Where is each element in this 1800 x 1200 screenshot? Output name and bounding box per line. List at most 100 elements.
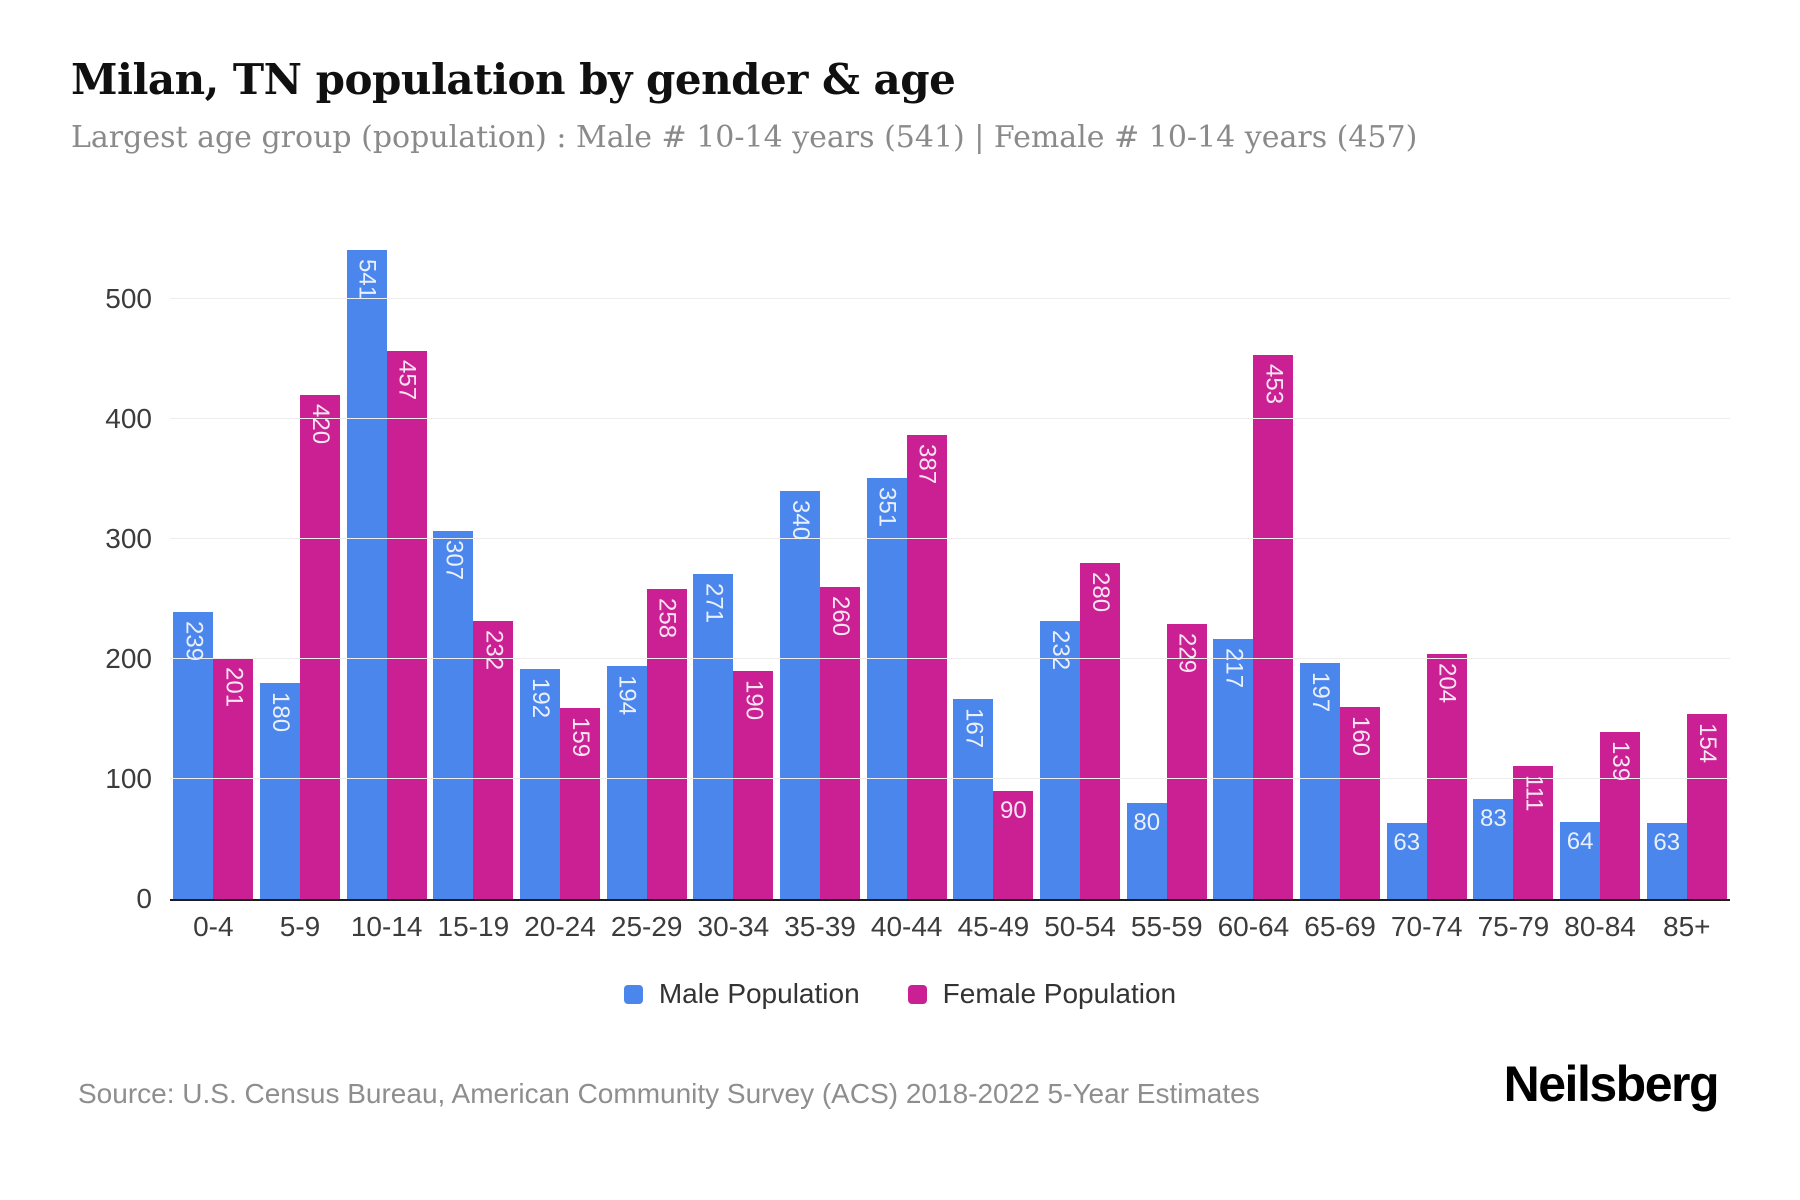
legend-item-male[interactable]: Male Population <box>623 978 860 1010</box>
female-bar-15-19[interactable]: 232 <box>473 620 514 899</box>
bar-group-5-9: 180 420 <box>257 395 344 899</box>
x-label-55-59: 55-59 <box>1130 911 1203 942</box>
bar-value-label: 258 <box>653 598 681 639</box>
female-bar-55-59[interactable]: 229 <box>1166 624 1207 899</box>
bar-value-label: 271 <box>700 582 728 623</box>
bar-value-label: 83 <box>1480 805 1507 833</box>
female-bar-30-34[interactable]: 190 <box>733 671 774 899</box>
female-bar-75-79[interactable]: 111 <box>1513 765 1554 899</box>
male-bar-20-24[interactable]: 192 <box>520 668 561 899</box>
x-label-40-44: 40-44 <box>870 911 943 942</box>
bar-value-label: 192 <box>527 677 555 718</box>
x-label-5-9: 5-9 <box>279 911 321 942</box>
male-bar-40-44[interactable]: 351 <box>866 477 907 899</box>
male-bar-65-69[interactable]: 197 <box>1300 662 1341 899</box>
y-tick-500: 500 <box>105 283 152 314</box>
y-tick-400: 400 <box>105 403 152 434</box>
bar-group-60-64: 217 453 <box>1210 355 1297 899</box>
bar-group-20-24: 192 159 <box>517 668 604 899</box>
male-bar-10-14[interactable]: 541 <box>346 249 387 899</box>
neilsberg-logo: Neilsberg <box>1503 1056 1720 1112</box>
bar-group-85+: 63 154 <box>1643 714 1730 899</box>
male-bar-55-59[interactable]: 80 <box>1126 803 1167 899</box>
chart-title: Milan, TN population by gender & age <box>71 55 956 104</box>
female-bar-5-9[interactable]: 420 <box>300 395 340 899</box>
male-bar-60-64[interactable]: 217 <box>1213 638 1254 899</box>
male-bar-30-34[interactable]: 271 <box>693 573 734 899</box>
male-legend-marker <box>623 984 643 1004</box>
bar-group-65-69: 197 160 <box>1297 662 1384 899</box>
y-tick-0: 0 <box>136 883 152 914</box>
male-bar-85+[interactable]: 63 <box>1646 823 1687 899</box>
gridline-300 <box>170 538 1730 539</box>
female-bar-10-14[interactable]: 457 <box>386 350 427 899</box>
x-label-85+: 85+ <box>1663 911 1711 942</box>
bar-value-label: 340 <box>787 500 815 541</box>
bar-value-label: 154 <box>1693 723 1721 764</box>
female-bar-80-84[interactable]: 139 <box>1600 732 1641 899</box>
x-label-50-54: 50-54 <box>1044 911 1116 942</box>
gridline-200 <box>170 658 1730 659</box>
female-bar-60-64[interactable]: 453 <box>1253 355 1294 899</box>
bar-value-label: 190 <box>740 680 768 721</box>
x-label-10-14: 10-14 <box>350 911 423 942</box>
male-bar-50-54[interactable]: 232 <box>1040 620 1081 899</box>
x-label-60-64: 60-64 <box>1217 911 1290 942</box>
x-label-15-19: 15-19 <box>437 911 510 942</box>
female-bar-25-29[interactable]: 258 <box>646 589 687 899</box>
legend-item-female[interactable]: Female Population <box>907 978 1177 1010</box>
female-bar-65-69[interactable]: 160 <box>1340 707 1381 899</box>
male-bar-0-4[interactable]: 239 <box>173 612 214 899</box>
bar-value-label: 180 <box>267 692 294 733</box>
bar-value-label: 159 <box>567 717 595 758</box>
x-label-20-24: 20-24 <box>524 911 596 942</box>
bar-value-label: 80 <box>1133 809 1161 836</box>
female-bar-70-74[interactable]: 204 <box>1426 654 1467 899</box>
bar-value-label: 453 <box>1260 364 1288 405</box>
bar-value-label: 457 <box>393 359 421 400</box>
bar-group-10-14: 541 457 <box>343 249 430 899</box>
female-legend-label: Female Population <box>942 978 1177 1009</box>
x-label-25-29: 25-29 <box>610 911 683 942</box>
x-label-75-79: 75-79 <box>1477 911 1550 942</box>
source-attribution: Source: U.S. Census Bureau, American Com… <box>78 1078 1260 1109</box>
female-bar-50-54[interactable]: 280 <box>1080 563 1121 899</box>
x-label-30-34: 30-34 <box>697 911 770 942</box>
bar-value-label: 280 <box>1087 572 1115 613</box>
bar-group-50-54: 232 280 <box>1037 563 1124 899</box>
bar-value-label: 239 <box>180 621 208 662</box>
bar-value-label: 420 <box>307 404 334 445</box>
female-bar-85+[interactable]: 154 <box>1686 714 1727 899</box>
bar-value-label: 139 <box>1607 741 1635 782</box>
bar-value-label: 197 <box>1307 671 1335 712</box>
bar-value-label: 217 <box>1220 647 1248 688</box>
male-bar-25-29[interactable]: 194 <box>606 666 647 899</box>
bar-group-0-4: 239 201 <box>170 612 257 899</box>
male-bar-75-79[interactable]: 83 <box>1473 799 1514 899</box>
x-label-0-4: 0-4 <box>193 911 234 942</box>
female-bar-20-24[interactable]: 159 <box>560 708 601 899</box>
female-bar-35-39[interactable]: 260 <box>820 587 861 899</box>
chart-subtitle: Largest age group (population) : Male # … <box>71 120 1418 155</box>
bar-value-label: 111 <box>1520 774 1548 812</box>
male-bar-15-19[interactable]: 307 <box>433 530 474 899</box>
bar-group-30-34: 271 190 <box>690 573 777 899</box>
male-bar-5-9[interactable]: 180 <box>260 683 300 899</box>
bar-groups: 239 201 180 420 541 457 307 232 192 159 194 258 271 1… <box>170 241 1730 899</box>
y-tick-300: 300 <box>105 523 152 554</box>
bar-value-label: 351 <box>873 486 901 527</box>
bar-group-45-49: 167 90 <box>950 698 1037 899</box>
male-bar-35-39[interactable]: 340 <box>780 491 821 899</box>
bar-group-70-74: 63 204 <box>1383 654 1470 899</box>
male-bar-45-49[interactable]: 167 <box>953 698 994 899</box>
x-label-35-39: 35-39 <box>784 911 856 942</box>
bar-group-55-59: 80 229 <box>1123 624 1210 899</box>
bar-group-75-79: 83 111 <box>1470 765 1557 899</box>
male-bar-80-84[interactable]: 64 <box>1560 822 1601 899</box>
female-bar-40-44[interactable]: 387 <box>906 434 947 899</box>
female-bar-45-49[interactable]: 90 <box>993 791 1034 899</box>
male-bar-70-74[interactable]: 63 <box>1386 823 1427 899</box>
bar-value-label: 63 <box>1393 829 1421 857</box>
bar-value-label: 160 <box>1347 716 1375 757</box>
